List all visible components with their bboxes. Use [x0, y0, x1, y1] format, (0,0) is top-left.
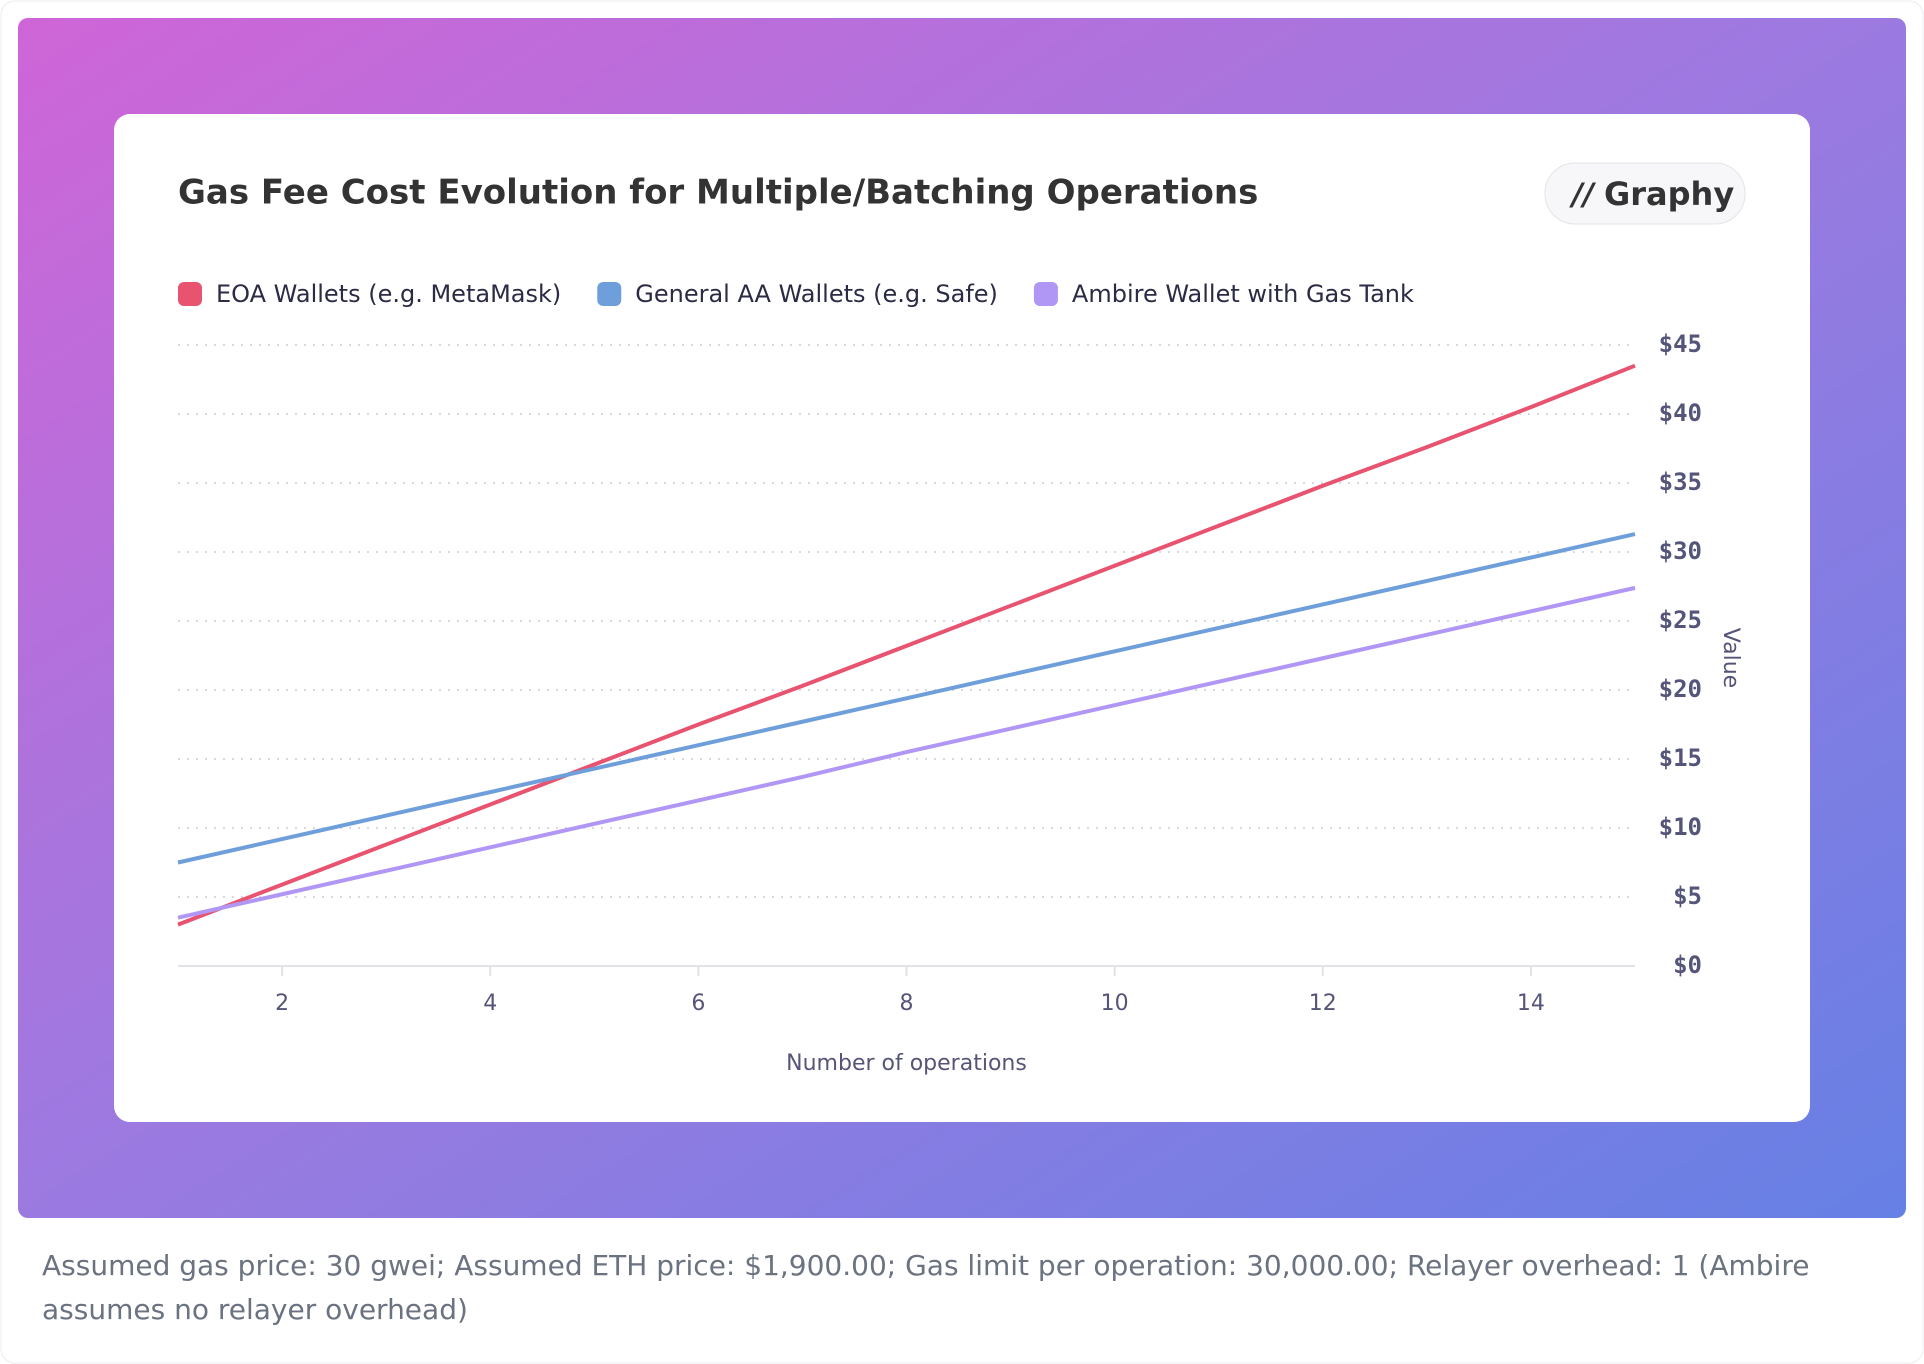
chart-card	[114, 114, 1810, 1122]
y-tick-label: $5	[1673, 882, 1702, 910]
series-line	[177, 363, 1636, 927]
y-tick-label: $25	[1659, 606, 1702, 634]
brand-name: Graphy	[1604, 175, 1734, 213]
y-tick-label: $35	[1659, 468, 1702, 496]
y-tick-label: $15	[1659, 744, 1702, 772]
x-tick-label: 2	[275, 991, 289, 1016]
legend-label: EOA Wallets (e.g. MetaMask)	[216, 280, 561, 308]
y-tick-label: $45	[1659, 330, 1702, 358]
brand-badge[interactable]	[1544, 162, 1746, 225]
x-tick-label: 4	[483, 991, 497, 1016]
series-line	[177, 532, 1636, 865]
brand-mark: //	[1569, 178, 1597, 213]
legend-swatch	[1033, 282, 1058, 306]
x-axis-label: Number of operations	[786, 1051, 1027, 1076]
footnote: Assumed gas price: 30 gwei; Assumed ETH …	[42, 1249, 1810, 1326]
y-tick-label: $0	[1673, 951, 1702, 979]
y-axis-label: Value	[1718, 628, 1743, 688]
y-tick-label: $30	[1659, 537, 1702, 565]
legend-swatch	[597, 282, 622, 306]
legend-label: General AA Wallets (e.g. Safe)	[635, 280, 998, 308]
y-tick-label: $20	[1659, 675, 1702, 703]
y-tick-label: $40	[1659, 399, 1702, 427]
legend-label: Ambire Wallet with Gas Tank	[1072, 280, 1414, 308]
x-tick-label: 6	[691, 991, 705, 1016]
x-tick-label: 14	[1517, 991, 1545, 1016]
x-tick-label: 8	[900, 991, 914, 1016]
legend-swatch	[178, 282, 202, 306]
x-tick-label: 10	[1101, 991, 1129, 1016]
x-tick-label: 12	[1309, 991, 1337, 1016]
series-line	[177, 585, 1636, 920]
y-tick-label: $10	[1659, 813, 1702, 841]
chart-title: Gas Fee Cost Evolution for Multiple/Batc…	[178, 173, 1258, 213]
